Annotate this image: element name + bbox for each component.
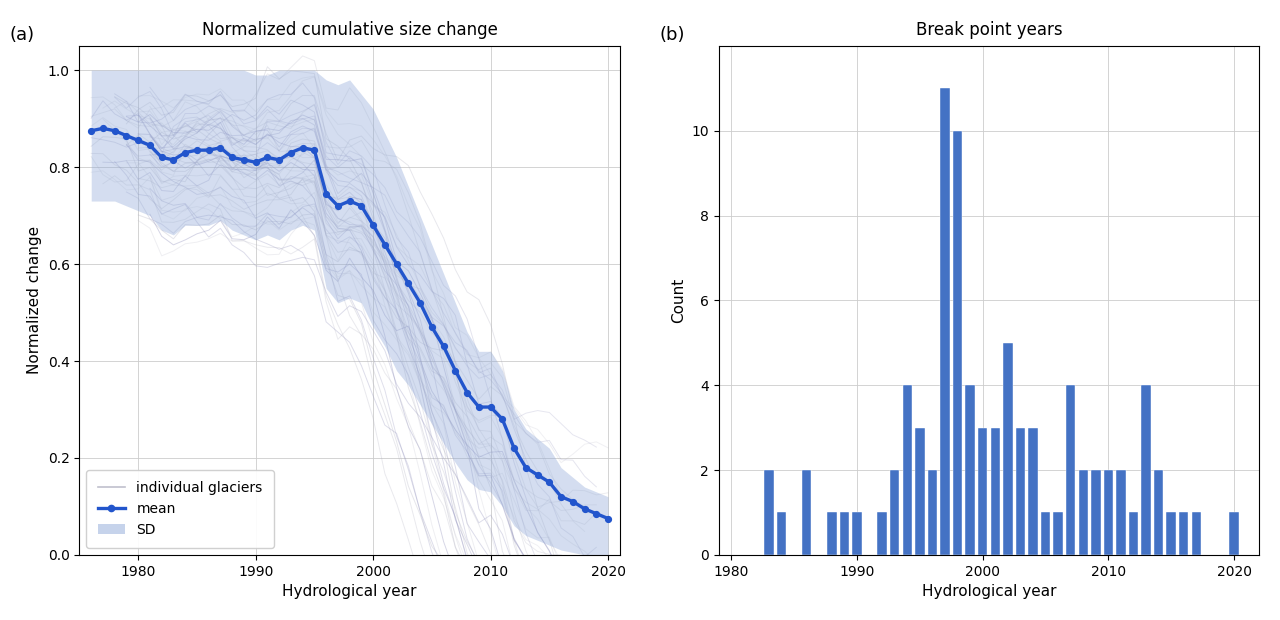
Bar (1028, 428, 1038, 555)
Bar (1053, 513, 1062, 555)
Bar (915, 428, 924, 555)
Bar (1004, 343, 1012, 555)
Title: Normalized cumulative size change: Normalized cumulative size change (202, 21, 498, 39)
Bar (941, 89, 950, 555)
Bar (978, 428, 987, 555)
Bar (852, 513, 861, 555)
Bar (827, 513, 837, 555)
Bar (777, 513, 786, 555)
Bar (928, 470, 937, 555)
Text: (a): (a) (9, 25, 35, 43)
Legend: individual glaciers, mean, SD: individual glaciers, mean, SD (86, 470, 274, 548)
X-axis label: Hydrological year: Hydrological year (922, 584, 1056, 599)
Y-axis label: Normalized change: Normalized change (27, 226, 42, 374)
Bar (1142, 385, 1151, 555)
Bar (1066, 385, 1075, 555)
Bar (890, 470, 900, 555)
Title: Break point years: Break point years (915, 21, 1062, 39)
Bar (878, 513, 887, 555)
Bar (952, 131, 963, 555)
Bar (803, 470, 812, 555)
Bar (991, 428, 1000, 555)
Bar (1179, 513, 1188, 555)
Bar (902, 385, 913, 555)
Bar (965, 385, 975, 555)
Bar (1153, 470, 1164, 555)
Bar (840, 513, 849, 555)
X-axis label: Hydrological year: Hydrological year (283, 584, 417, 599)
Bar (1192, 513, 1201, 555)
Bar (1091, 470, 1101, 555)
Y-axis label: Count: Count (671, 278, 686, 323)
Bar (1041, 513, 1051, 555)
Bar (1166, 513, 1176, 555)
Bar (764, 470, 774, 555)
Bar (1016, 428, 1025, 555)
Bar (1116, 470, 1125, 555)
Text: (b): (b) (659, 25, 685, 43)
Bar (1129, 513, 1138, 555)
Bar (1229, 513, 1239, 555)
Bar (1103, 470, 1114, 555)
Bar (1079, 470, 1088, 555)
